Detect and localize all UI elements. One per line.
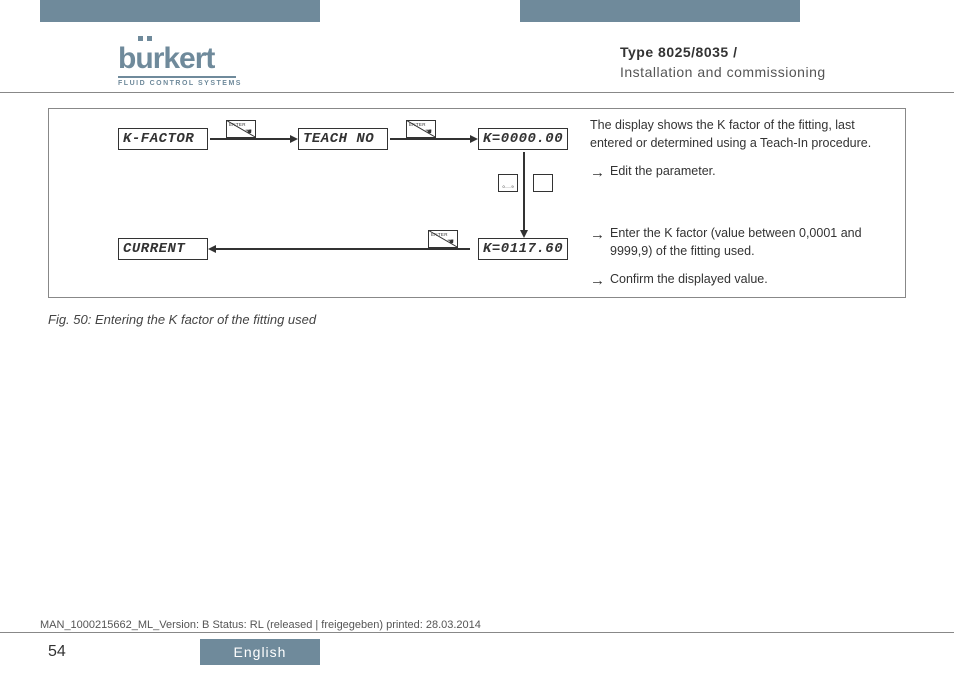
arrow-3-head: [520, 230, 528, 238]
step-2: → Enter the K factor (value between 0,00…: [590, 224, 890, 260]
doc-title-section: Installation and commissioning: [620, 64, 826, 80]
enter-key-1: ENTER ☚: [226, 120, 256, 138]
enter-key-2: ENTER ☚: [406, 120, 436, 138]
document-title: Type 8025/8035 / Installation and commis…: [620, 44, 826, 80]
enter-label-3: ENTER: [431, 232, 448, 237]
step-arrow-icon: →: [590, 162, 610, 184]
brand-underline: [118, 76, 236, 78]
arrow-2-line: [390, 138, 470, 140]
explanation-text: The display shows the K factor of the fi…: [590, 116, 890, 292]
hand-icon-3: ☚: [447, 237, 454, 246]
step-2-text: Enter the K factor (value between 0,0001…: [610, 224, 890, 260]
header-divider: [0, 92, 954, 93]
page-number: 54: [48, 643, 66, 661]
display-k-initial: K=0000.00: [478, 128, 568, 150]
display-kfactor: K-FACTOR: [118, 128, 208, 150]
footer-divider: [0, 632, 954, 633]
step-arrow-icon: →: [590, 270, 610, 292]
display-k-value: K=0117.60: [478, 238, 568, 260]
footer-metadata: MAN_1000215662_ML_Version: B Status: RL …: [40, 619, 481, 631]
header-tab-right: [520, 0, 800, 22]
enter-label-1: ENTER: [229, 122, 246, 127]
arrow-1-head: [290, 135, 298, 143]
brand-tagline: FLUID CONTROL SYSTEMS: [118, 80, 242, 87]
enter-key-3: ENTER ☚: [428, 230, 458, 248]
up-key: 0......9: [498, 174, 518, 192]
header-tab-left: [40, 0, 320, 22]
hand-icon-1: ☚: [245, 127, 252, 136]
brand-logo: burkert FLUID CONTROL SYSTEMS: [118, 44, 242, 87]
display-current: CURRENT: [118, 238, 208, 260]
step-1: → Edit the parameter.: [590, 162, 890, 184]
language-tab: English: [200, 639, 320, 665]
arrow-1-line: [210, 138, 290, 140]
explain-intro: The display shows the K factor of the fi…: [590, 116, 890, 152]
down-key: [533, 174, 553, 192]
doc-title-type: Type 8025/8035 /: [620, 44, 826, 60]
arrow-4-head: [208, 245, 216, 253]
flowchart-diagram: K-FACTOR TEACH NO K=0000.00 K=0117.60 CU…: [48, 108, 588, 298]
arrow-4-line: [216, 248, 470, 250]
figure-caption: Fig. 50: Entering the K factor of the fi…: [48, 312, 316, 327]
arrow-2-head: [470, 135, 478, 143]
step-3-text: Confirm the displayed value.: [610, 270, 890, 292]
step-arrow-icon: →: [590, 224, 610, 260]
enter-label-2: ENTER: [409, 122, 426, 127]
down-triangle-icon: [539, 177, 547, 183]
arrow-3-line: [523, 152, 525, 230]
up-triangle-icon: [504, 177, 512, 183]
page-header: burkert FLUID CONTROL SYSTEMS Type 8025/…: [40, 44, 914, 87]
up-key-sub: 0......9: [502, 184, 513, 189]
step-3: → Confirm the displayed value.: [590, 270, 890, 292]
step-1-text: Edit the parameter.: [610, 162, 890, 184]
hand-icon-2: ☚: [425, 127, 432, 136]
brand-name: burkert: [118, 44, 242, 74]
display-teachno: TEACH NO: [298, 128, 388, 150]
logo-container: burkert FLUID CONTROL SYSTEMS: [40, 44, 320, 87]
